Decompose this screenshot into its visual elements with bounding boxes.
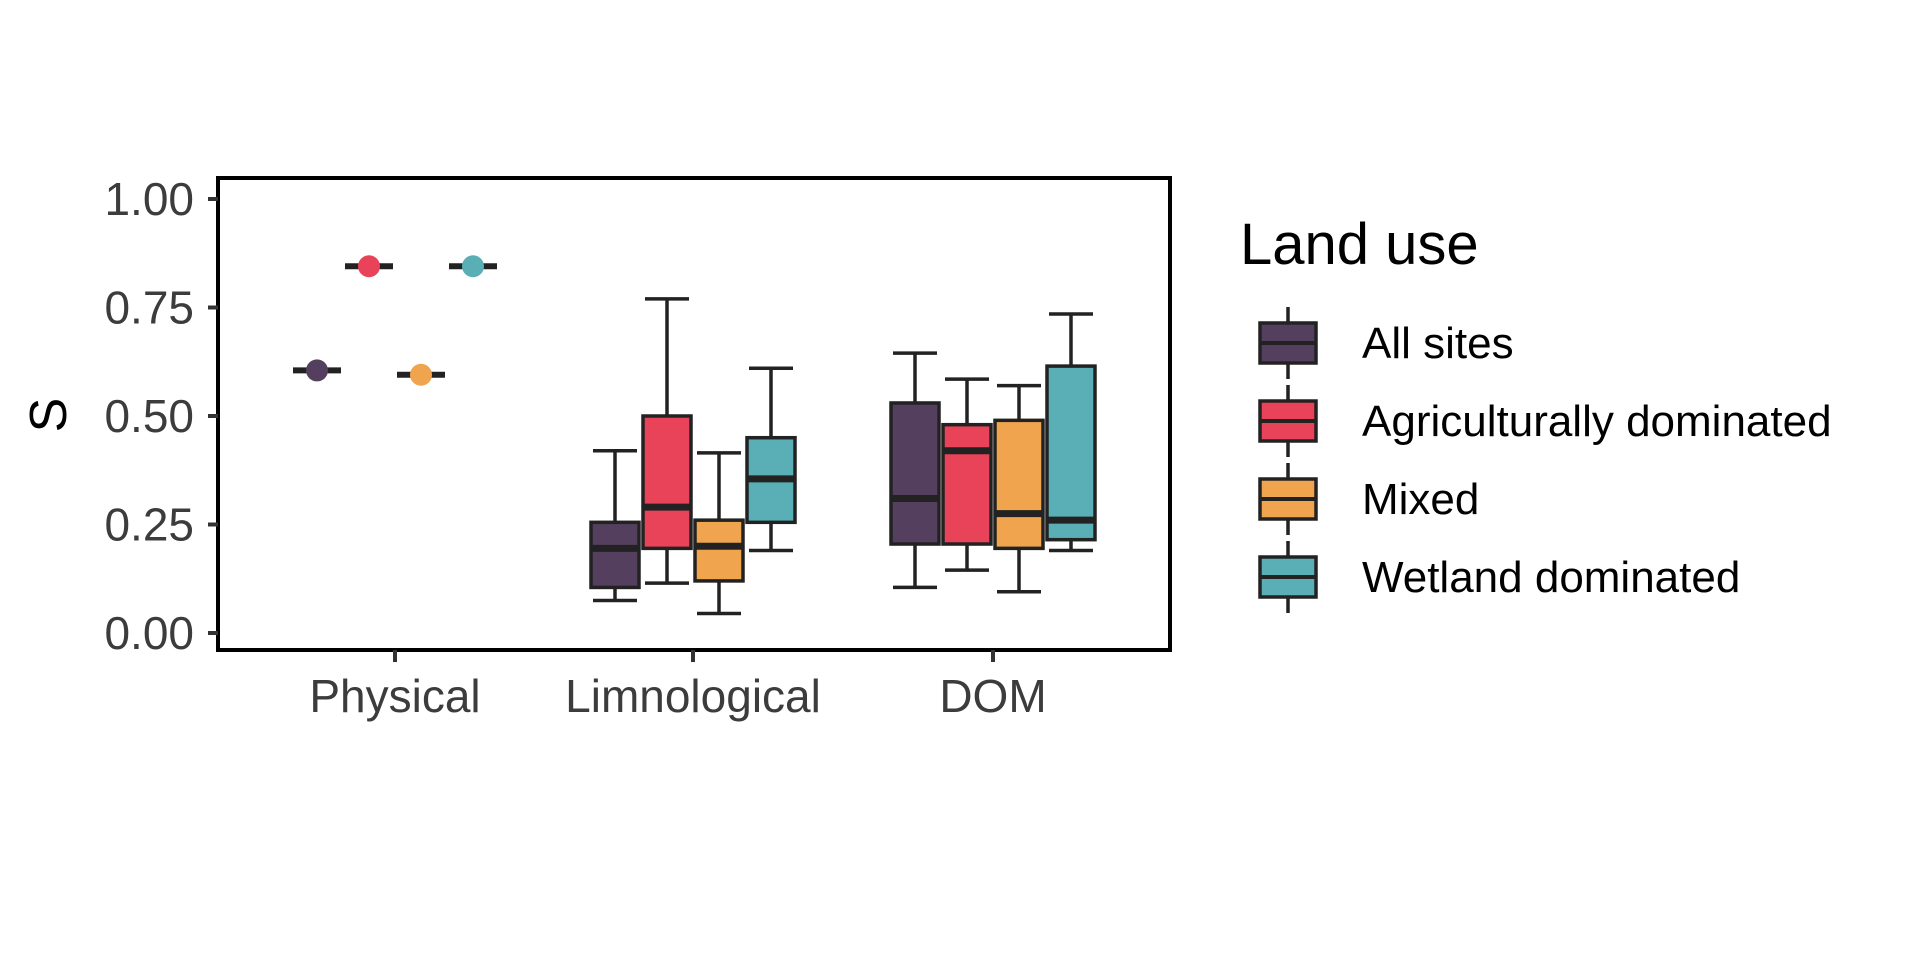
box-wetland-dominated-limnological	[745, 366, 797, 553]
box-wetland-dominated-physical	[449, 255, 497, 278]
x-tick-label: DOM	[939, 670, 1046, 722]
box-wetland-dominated-dom	[1045, 312, 1097, 553]
box-all-sites-dom	[889, 351, 941, 590]
data-point	[306, 359, 328, 382]
x-tick-label: Limnological	[565, 670, 821, 722]
box-body	[641, 414, 693, 551]
legend: Land use All sites Agriculturally dominat…	[1240, 212, 1832, 613]
legend-label: Mixed	[1362, 475, 1479, 524]
legend-label: All sites	[1362, 319, 1514, 368]
box-body	[993, 418, 1045, 551]
y-tick-label: 0.25	[104, 499, 194, 551]
y-tick-label: 1.00	[104, 173, 194, 225]
data-point	[358, 255, 380, 278]
data-point	[410, 363, 432, 386]
x-tick-label: Physical	[309, 670, 480, 722]
y-axis: 0.00 0.25 0.50 0.75 1.00	[104, 173, 218, 659]
y-tick-label: 0.75	[104, 282, 194, 334]
box-all-sites-limnological	[589, 448, 641, 603]
box-body	[693, 518, 745, 583]
legend-label: Wetland dominated	[1362, 553, 1740, 602]
box-body	[1045, 364, 1097, 542]
box-mixed-physical	[397, 363, 445, 386]
box-mixed-limnological	[693, 451, 745, 616]
plot-area	[293, 255, 1097, 616]
legend-item: Agriculturally dominated	[1258, 385, 1832, 457]
box-body	[889, 401, 941, 546]
box-body	[941, 422, 993, 546]
box-all-sites-physical	[293, 359, 341, 382]
legend-label: Agriculturally dominated	[1362, 397, 1832, 446]
y-axis-title: S	[20, 398, 78, 433]
box-agriculturally-dominated-limnological	[641, 297, 693, 585]
legend-item: Mixed	[1258, 463, 1479, 535]
data-point	[462, 255, 484, 278]
box-agriculturally-dominated-physical	[345, 255, 393, 278]
box-agriculturally-dominated-dom	[941, 377, 993, 572]
legend-item: All sites	[1258, 307, 1514, 379]
legend-title: Land use	[1240, 212, 1479, 277]
box-body	[589, 520, 641, 590]
box-mixed-dom	[993, 383, 1045, 594]
legend-item: Wetland dominated	[1258, 541, 1740, 613]
y-tick-label: 0.50	[104, 390, 194, 442]
x-axis: Physical Limnological DOM	[309, 650, 1047, 722]
y-tick-label: 0.00	[104, 607, 194, 659]
